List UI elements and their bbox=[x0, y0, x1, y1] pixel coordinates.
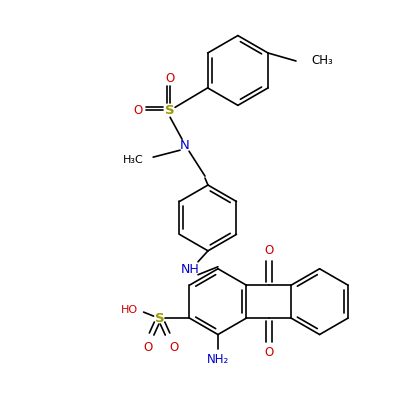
Text: O: O bbox=[264, 346, 273, 360]
Text: NH₂: NH₂ bbox=[207, 353, 229, 366]
Text: O: O bbox=[166, 72, 175, 85]
Text: NH: NH bbox=[181, 263, 200, 276]
Text: CH₃: CH₃ bbox=[311, 54, 333, 68]
Text: O: O bbox=[134, 104, 143, 117]
Text: HO: HO bbox=[120, 305, 138, 315]
Text: S: S bbox=[165, 104, 175, 117]
Text: H₃C: H₃C bbox=[122, 155, 143, 165]
Text: N: N bbox=[180, 139, 190, 152]
Text: O: O bbox=[264, 244, 273, 257]
Text: O: O bbox=[143, 342, 152, 354]
Text: O: O bbox=[169, 342, 178, 354]
Text: S: S bbox=[155, 312, 164, 324]
